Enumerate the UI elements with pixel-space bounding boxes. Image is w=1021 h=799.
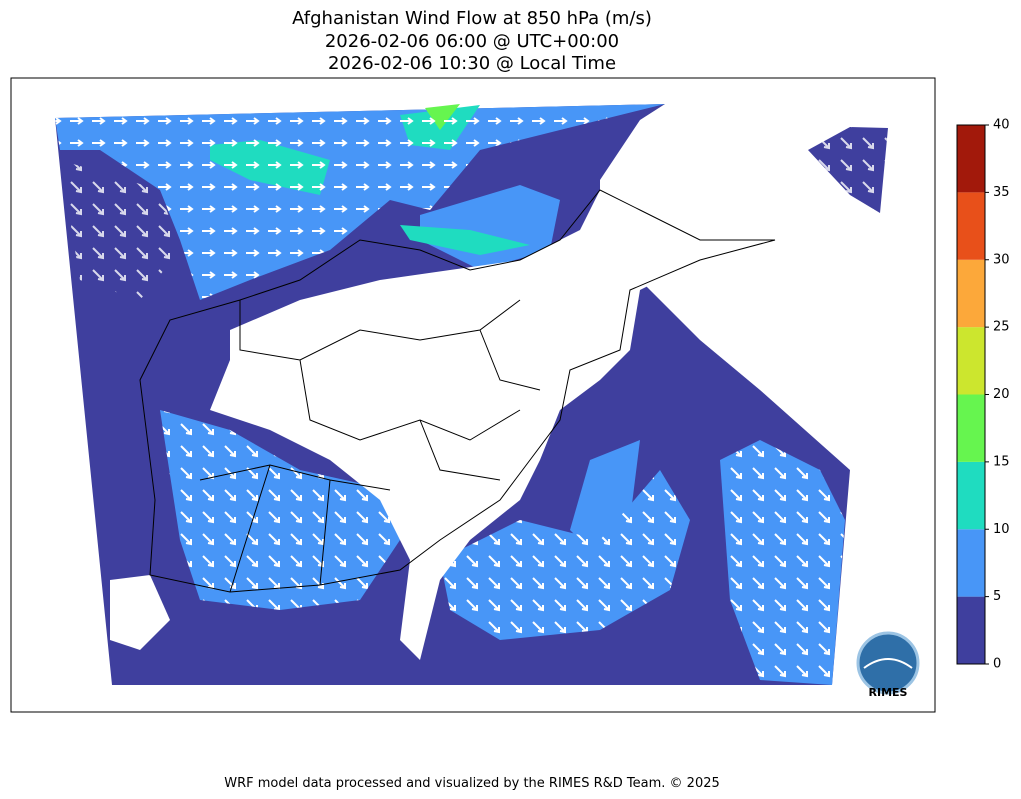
colorbar-tick-label: 5 <box>993 589 1001 604</box>
footer: WRF model data processed and visualized … <box>224 776 720 791</box>
wind-arrows <box>60 127 888 300</box>
title-line: 2026-02-06 06:00 @ UTC+00:00 <box>325 31 619 52</box>
wind-arrows <box>160 410 845 685</box>
colorbar-tick-label: 25 <box>993 320 1010 335</box>
province-border <box>199 299 541 593</box>
colorbar-segment <box>957 259 985 328</box>
wind-field <box>400 225 530 255</box>
wind-arrows <box>55 104 665 300</box>
colorbar-segment <box>957 327 985 395</box>
colorbar: 0 5 10 15 20 25 30 35 40 <box>956 118 1010 672</box>
logo-text: RIMES <box>869 686 908 699</box>
title-line: 2026-02-06 10:30 @ Local Time <box>328 53 616 74</box>
colorbar-segment <box>957 125 985 193</box>
colorbar-tick-label: 15 <box>993 454 1010 469</box>
colorbar-segment <box>957 394 985 462</box>
colorbar-tick-label: 0 <box>993 657 1001 672</box>
colorbar-segment <box>957 596 985 664</box>
colorbar-tick-label: 20 <box>993 387 1010 402</box>
colorbar-segment <box>957 529 985 597</box>
colorbar-tick-label: 10 <box>993 522 1010 537</box>
title-line: Afghanistan Wind Flow at 850 hPa (m/s) <box>292 8 652 29</box>
country-border <box>139 189 776 593</box>
map <box>55 104 888 685</box>
colorbar-segment <box>957 461 985 530</box>
colorbar-tick-label: 35 <box>993 185 1010 200</box>
terrain-mask <box>110 575 170 650</box>
map-frame <box>10 77 936 713</box>
logo: RIMES <box>856 631 920 699</box>
colorbar-segment <box>957 192 985 260</box>
colorbar-tick-label: 40 <box>993 118 1010 133</box>
colorbar-tick-label: 30 <box>993 252 1010 267</box>
